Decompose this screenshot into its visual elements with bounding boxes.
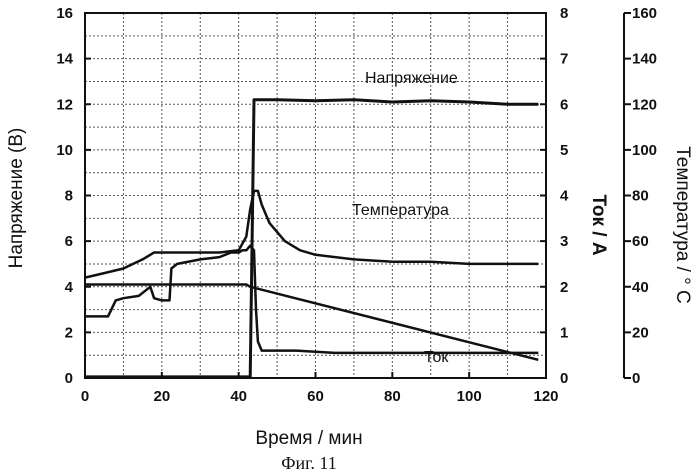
left-tick-label: 8 xyxy=(65,188,73,205)
x-tick-label: 20 xyxy=(153,388,170,405)
right2-tick-label: 60 xyxy=(632,233,649,250)
x-tick-label: 80 xyxy=(384,388,401,405)
left-tick-label: 6 xyxy=(65,233,73,250)
right-axis-title-temperature: Температура / ° С xyxy=(672,146,693,304)
right1-tick-label: 1 xyxy=(560,324,568,341)
right2-tick-label: 160 xyxy=(632,5,657,22)
right1-tick-label: 3 xyxy=(560,233,568,250)
left-tick-label: 14 xyxy=(56,51,73,68)
left-tick-label: 16 xyxy=(56,5,73,22)
left-tick-label: 10 xyxy=(56,142,73,159)
right1-tick-label: 7 xyxy=(560,51,568,68)
series-group xyxy=(85,100,538,377)
series-line xyxy=(85,246,538,353)
x-tick-label: 40 xyxy=(230,388,247,405)
x-tick-label: 60 xyxy=(307,388,324,405)
right2-tick-label: 120 xyxy=(632,96,657,113)
left-tick-label: 12 xyxy=(56,96,73,113)
left-tick-label: 4 xyxy=(65,279,74,296)
right2-tick-label: 40 xyxy=(632,279,649,296)
figure-caption: Фиг. 11 xyxy=(281,453,337,473)
right2-tick-label: 20 xyxy=(632,324,649,341)
x-tick-label: 120 xyxy=(533,388,558,405)
left-axis-title: Напряжение (В) xyxy=(6,128,27,269)
series-label-temperature: Температура xyxy=(352,202,449,219)
right2-tick-label: 100 xyxy=(632,142,657,159)
right1-tick-label: 6 xyxy=(560,96,568,113)
left-tick-label: 0 xyxy=(65,370,73,387)
right1-tick-label: 0 xyxy=(560,370,568,387)
right2-tick-label: 140 xyxy=(632,51,657,68)
right1-tick-label: 4 xyxy=(560,188,569,205)
series-label-current: Ток xyxy=(424,349,449,366)
x-tick-label: 100 xyxy=(457,388,482,405)
left-tick-label: 2 xyxy=(65,324,73,341)
series-line xyxy=(85,100,538,377)
series-line xyxy=(85,191,538,278)
series-label-voltage: Напряжение xyxy=(365,70,458,87)
right-axis-title-current: Ток / А xyxy=(588,194,609,255)
right1-tick-label: 8 xyxy=(560,5,568,22)
right1-tick-label: 2 xyxy=(560,279,568,296)
x-axis-title: Время / мин xyxy=(255,428,362,449)
grid xyxy=(85,13,546,378)
right2-tick-label: 80 xyxy=(632,188,649,205)
right1-tick-label: 5 xyxy=(560,142,568,159)
right2-tick-label: 0 xyxy=(632,370,640,387)
x-tick-label: 0 xyxy=(81,388,89,405)
